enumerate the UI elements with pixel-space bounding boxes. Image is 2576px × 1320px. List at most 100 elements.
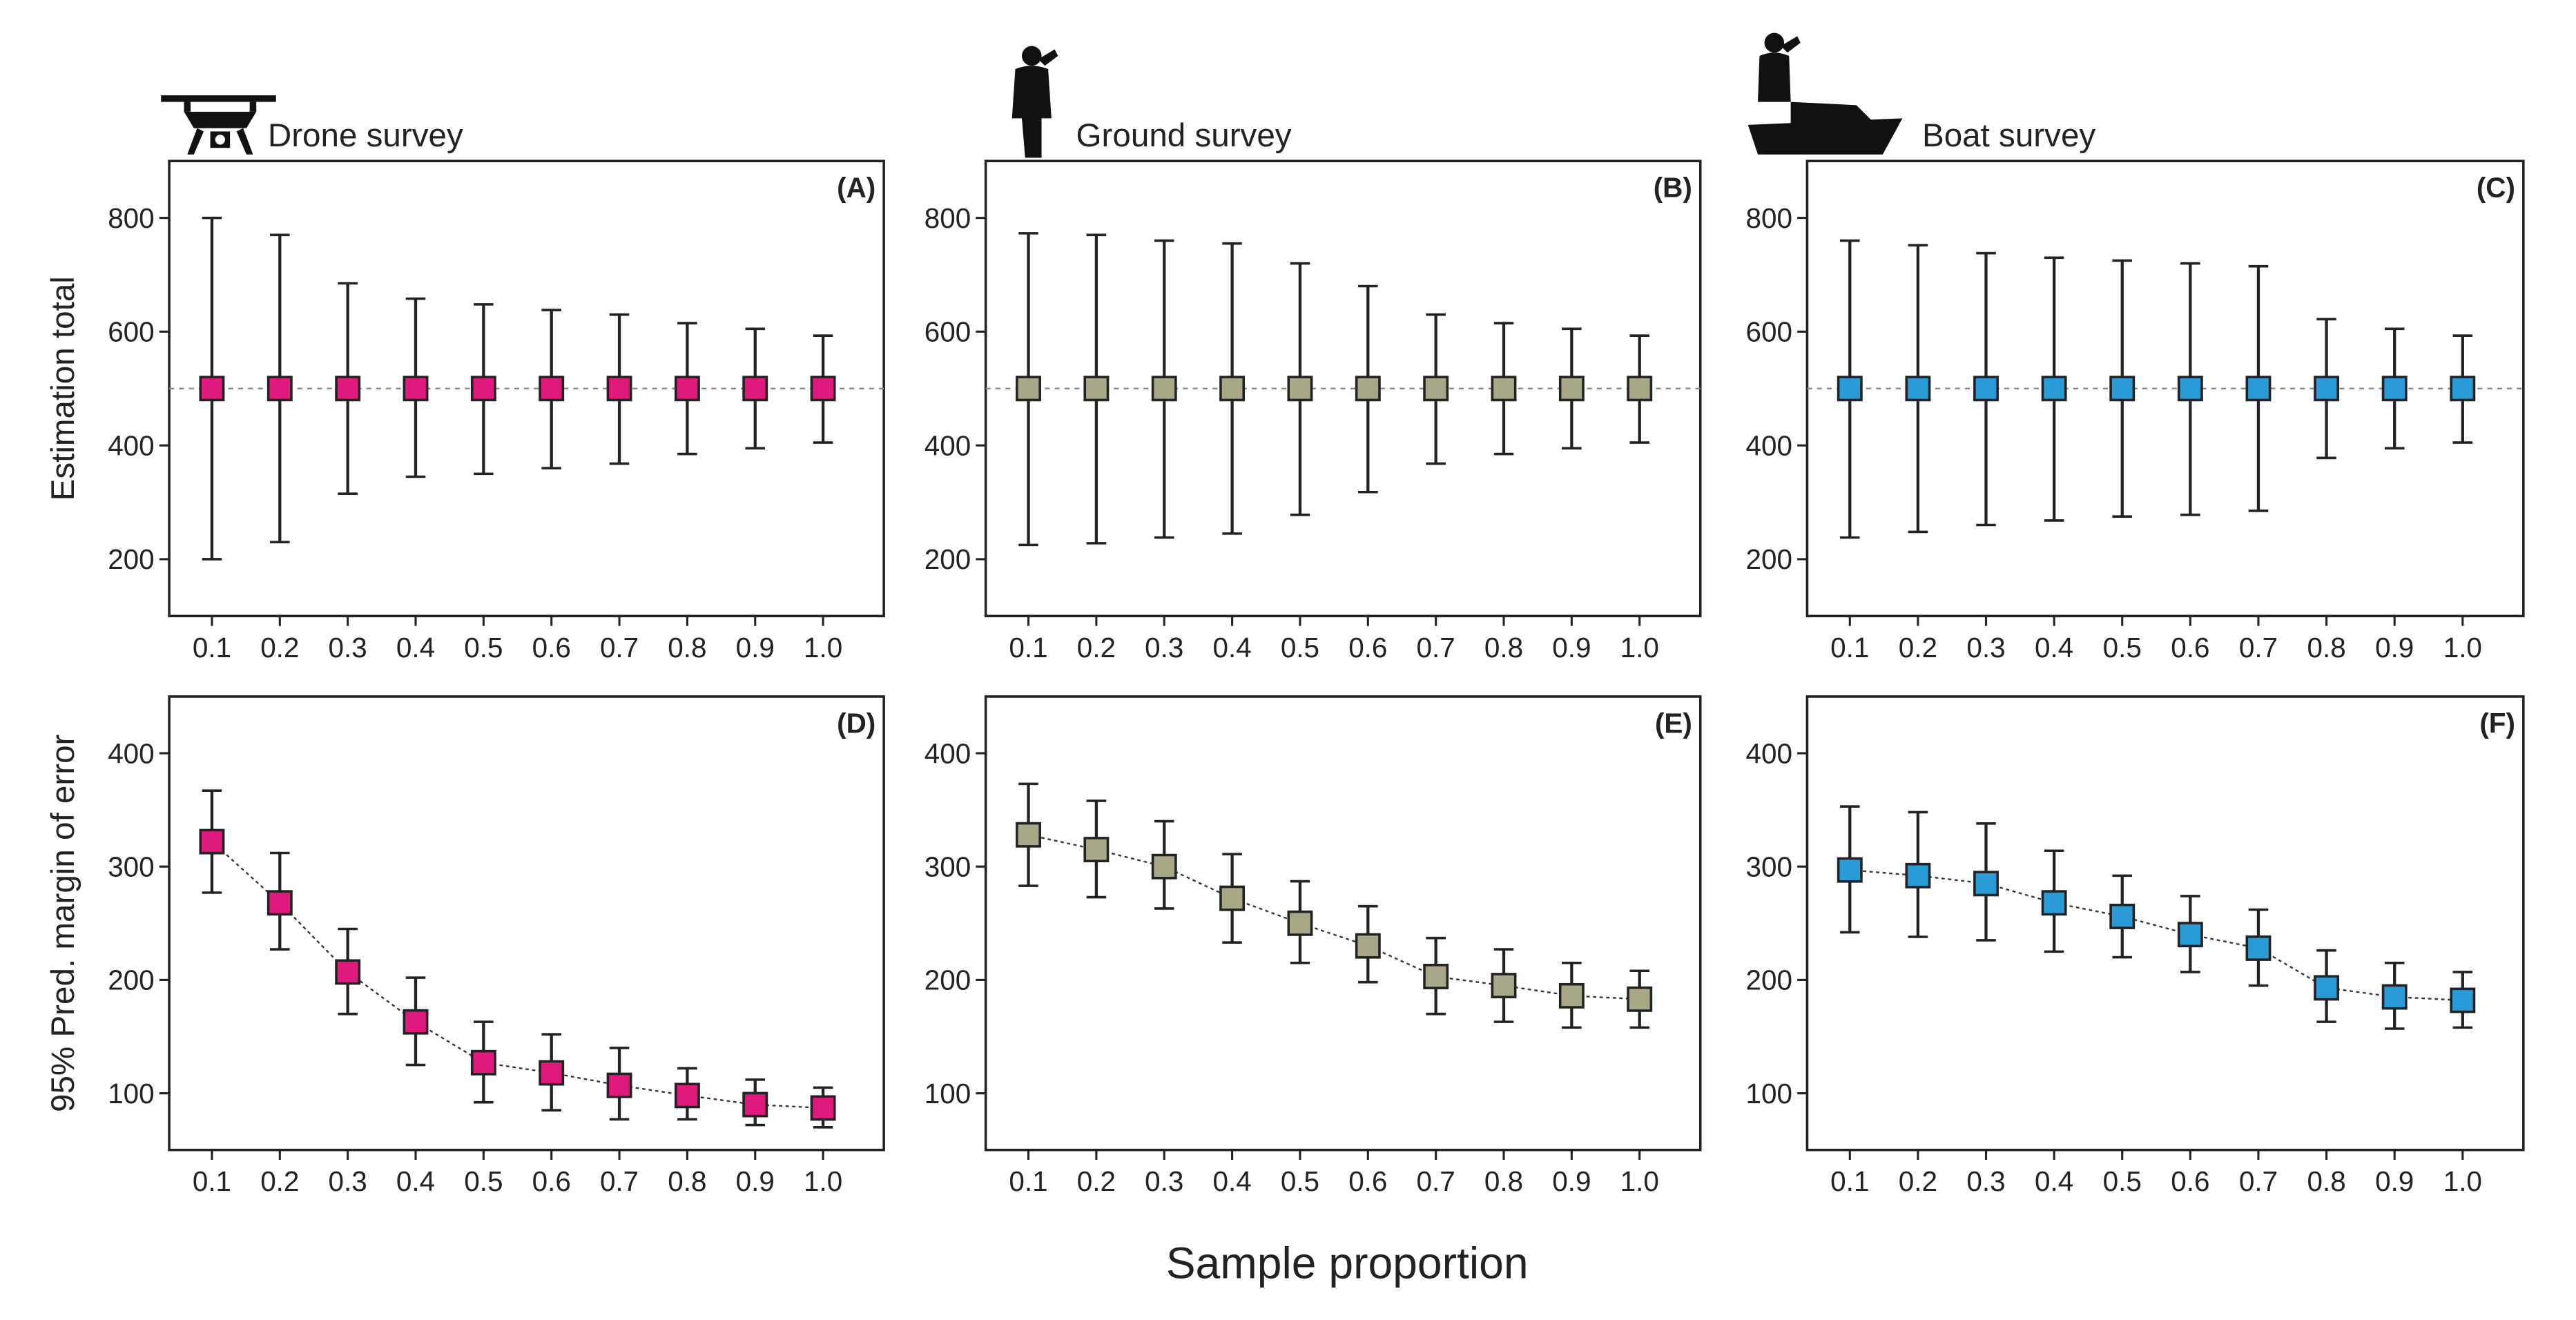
point	[1491, 376, 1517, 402]
x-tick-label: 0.9	[736, 632, 775, 663]
boat-icon	[1747, 32, 1903, 155]
x-tick-label: 0.7	[2239, 632, 2278, 663]
x-tick-label: 0.2	[1899, 1165, 1937, 1197]
point	[1355, 376, 1381, 402]
point	[335, 376, 361, 402]
point	[539, 1060, 565, 1086]
panel-label: (B)	[1654, 172, 1692, 204]
point	[2245, 376, 2272, 402]
point	[1973, 871, 1999, 897]
x-tick-label: 0.4	[2035, 1165, 2073, 1197]
x-tick-label: 0.7	[600, 632, 639, 663]
x-tick-label: 0.8	[668, 632, 706, 663]
y-tick-label: 200	[924, 543, 971, 575]
x-tick-label: 0.3	[329, 1165, 367, 1197]
y-tick-label: 800	[108, 202, 154, 234]
point	[1905, 376, 1931, 402]
y-tick-label: 200	[108, 543, 154, 575]
point	[1558, 376, 1585, 402]
x-tick-label: 0.8	[1484, 1165, 1523, 1197]
point	[1151, 376, 1177, 402]
y-tick-label: 100	[924, 1078, 971, 1109]
x-tick-label: 0.5	[2103, 632, 2142, 663]
point	[606, 1072, 632, 1098]
x-tick-label: 0.5	[464, 632, 503, 663]
y-tick-label: 800	[924, 202, 971, 234]
point	[1016, 376, 1041, 402]
x-tick-label: 0.2	[260, 1165, 299, 1197]
panel-title: Boat survey	[1922, 117, 2095, 154]
panel-label: (E)	[1655, 707, 1692, 739]
y-tick-label: 200	[1746, 543, 1792, 575]
point	[2109, 376, 2136, 402]
point	[1219, 885, 1246, 911]
x-tick-label: 1.0	[2443, 1165, 2482, 1197]
x-tick-label: 0.6	[1348, 1165, 1387, 1197]
point	[742, 376, 768, 402]
y-tick-label: 400	[108, 429, 154, 461]
point	[470, 376, 496, 402]
point	[539, 376, 565, 402]
x-tick-label: 0.2	[1077, 632, 1116, 663]
x-tick-label: 0.8	[2307, 632, 2345, 663]
x-tick-label: 0.9	[736, 1165, 775, 1197]
x-tick-label: 1.0	[1620, 632, 1659, 663]
panel-frame	[984, 695, 1702, 1152]
point	[1355, 933, 1381, 959]
x-tick-label: 0.9	[2375, 632, 2414, 663]
person-icon	[1011, 46, 1058, 158]
trend-line	[1850, 868, 2463, 1002]
point	[1151, 853, 1177, 880]
point	[267, 376, 293, 402]
point	[2381, 984, 2408, 1010]
x-tick-label: 0.4	[1212, 1165, 1251, 1197]
y-tick-label: 100	[1746, 1078, 1792, 1109]
y-tick-label: 300	[108, 851, 154, 882]
x-tick-label: 0.1	[1009, 1165, 1047, 1197]
point	[810, 1095, 836, 1121]
point	[1219, 376, 1246, 402]
point	[2041, 890, 2067, 916]
x-tick-label: 0.5	[1281, 1165, 1319, 1197]
point	[199, 376, 225, 402]
y-axis-label: Estimation total	[45, 276, 81, 501]
point	[1905, 862, 1931, 889]
x-tick-label: 0.5	[2103, 1165, 2142, 1197]
y-tick-label: 600	[1746, 316, 1792, 348]
x-tick-label: 0.6	[1348, 632, 1387, 663]
point	[2109, 904, 2136, 929]
point	[1837, 857, 1863, 883]
point	[470, 1049, 496, 1076]
trend-line	[211, 841, 824, 1109]
x-tick-label: 0.4	[1212, 632, 1251, 663]
point	[1287, 376, 1313, 402]
x-tick-label: 0.1	[193, 1165, 231, 1197]
y-tick-label: 400	[924, 737, 971, 769]
x-tick-label: 1.0	[1620, 1165, 1659, 1197]
point	[2177, 376, 2203, 402]
point	[674, 1083, 700, 1109]
panel-frame	[1805, 695, 2525, 1152]
y-tick-label: 200	[924, 964, 971, 996]
x-tick-label: 0.5	[1281, 632, 1319, 663]
x-tick-label: 0.6	[532, 1165, 571, 1197]
point	[1423, 964, 1449, 989]
x-tick-label: 0.7	[600, 1165, 639, 1197]
panel-title: Drone survey	[268, 117, 463, 154]
y-axis-label: 95% Pred. margin of error	[45, 734, 81, 1112]
point	[2314, 975, 2340, 1001]
y-tick-label: 200	[1746, 964, 1792, 996]
x-tick-label: 0.9	[1552, 632, 1591, 663]
point	[1016, 822, 1041, 848]
point	[2041, 376, 2067, 402]
x-tick-label: 0.4	[396, 632, 435, 663]
x-tick-label: 1.0	[804, 632, 842, 663]
point	[1423, 376, 1449, 402]
y-tick-label: 400	[108, 737, 154, 769]
point	[1627, 986, 1653, 1012]
point	[1287, 910, 1313, 936]
point	[267, 890, 293, 916]
y-tick-label: 600	[924, 316, 971, 348]
x-tick-label: 0.1	[1830, 1165, 1869, 1197]
point	[199, 828, 225, 855]
